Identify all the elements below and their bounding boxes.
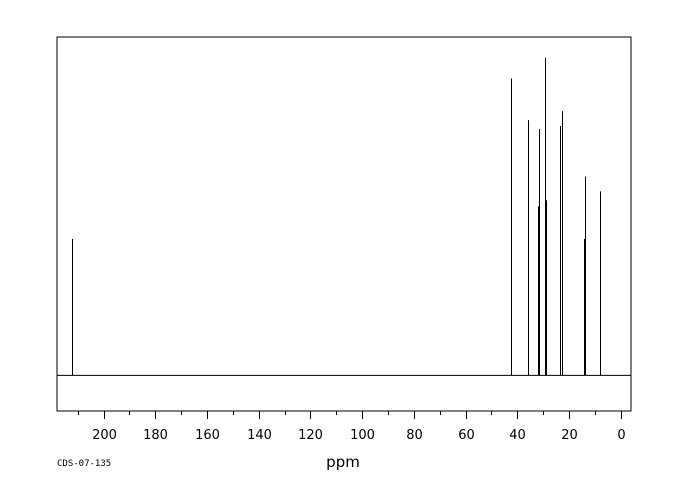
x-axis-title: ppm <box>326 453 360 471</box>
plot-border <box>56 36 632 412</box>
tick-label-60: 60 <box>458 428 475 443</box>
tick-label-200: 200 <box>92 428 117 443</box>
tick-label-20: 20 <box>561 428 578 443</box>
spectrum-code-label: CDS-07-135 <box>57 459 111 469</box>
tick-label-140: 140 <box>247 428 272 443</box>
x-axis-ticks <box>78 411 622 419</box>
tick-label-100: 100 <box>350 428 375 443</box>
tick-label-40: 40 <box>509 428 526 443</box>
tick-label-0: 0 <box>617 428 625 443</box>
tick-label-180: 180 <box>143 428 168 443</box>
tick-label-80: 80 <box>406 428 423 443</box>
tick-label-160: 160 <box>195 428 220 443</box>
tick-label-120: 120 <box>298 428 323 443</box>
peaks <box>72 57 601 376</box>
plot-frame <box>56 36 632 412</box>
x-axis-tick-labels: 200 180 160 140 120 100 80 60 40 20 0 <box>92 428 626 443</box>
